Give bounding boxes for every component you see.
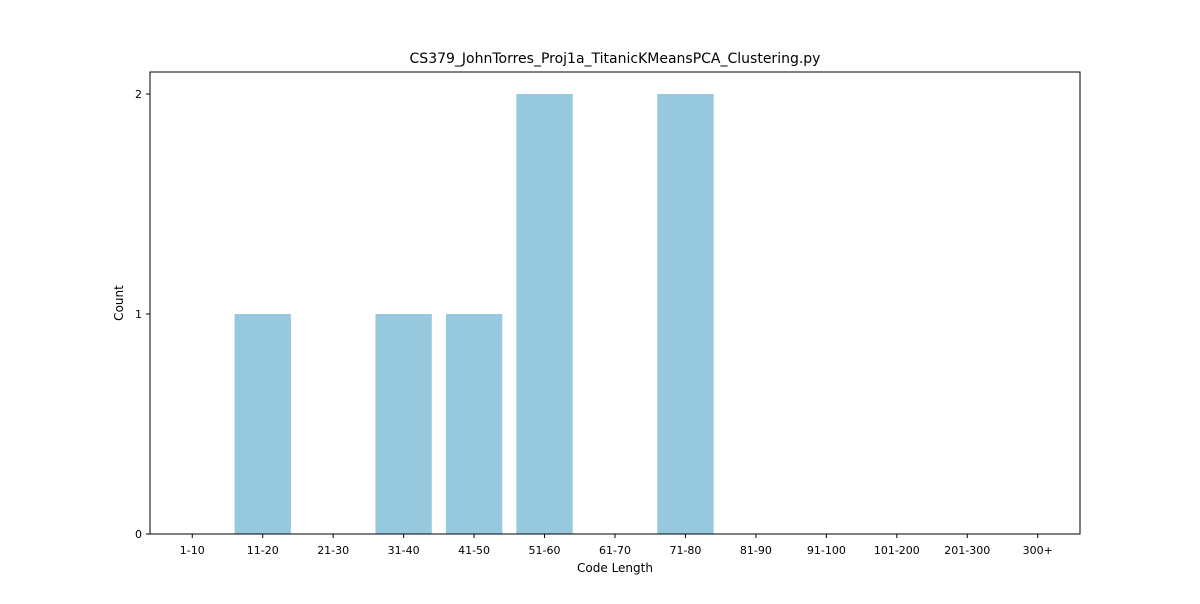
x-tick-label: 201-300 — [944, 544, 990, 557]
x-tick-label: 101-200 — [874, 544, 920, 557]
x-tick-label: 71-80 — [669, 544, 701, 557]
x-axis: 1-10 11-20 21-30 31-40 41-50 51-60 61-70 71-80 8… — [180, 534, 1053, 557]
x-tick-label: 51-60 — [529, 544, 561, 557]
x-tick-label: 91-100 — [807, 544, 846, 557]
y-axis: 0 1 2 — [135, 88, 150, 541]
bar-31-40 — [375, 314, 432, 534]
bar-41-50 — [445, 314, 503, 534]
x-tick-label: 21-30 — [317, 544, 349, 557]
y-tick-label: 0 — [135, 528, 142, 541]
y-axis-label: Count — [112, 285, 126, 321]
x-tick-label: 300+ — [1023, 544, 1053, 557]
x-tick-label: 1-10 — [180, 544, 205, 557]
bars-layer — [234, 94, 714, 534]
x-tick-label: 31-40 — [388, 544, 420, 557]
y-tick-label: 1 — [135, 308, 142, 321]
x-tick-label: 81-90 — [740, 544, 772, 557]
x-axis-label: Code Length — [577, 561, 653, 575]
bar-11-20 — [234, 314, 291, 534]
x-tick-label: 41-50 — [458, 544, 490, 557]
x-tick-label: 11-20 — [247, 544, 279, 557]
y-tick-label: 2 — [135, 88, 142, 101]
chart-title: CS379_JohnTorres_Proj1a_TitanicKMeansPCA… — [410, 51, 821, 67]
bar-51-60 — [516, 94, 573, 534]
x-tick-label: 61-70 — [599, 544, 631, 557]
bar-71-80 — [657, 94, 714, 534]
